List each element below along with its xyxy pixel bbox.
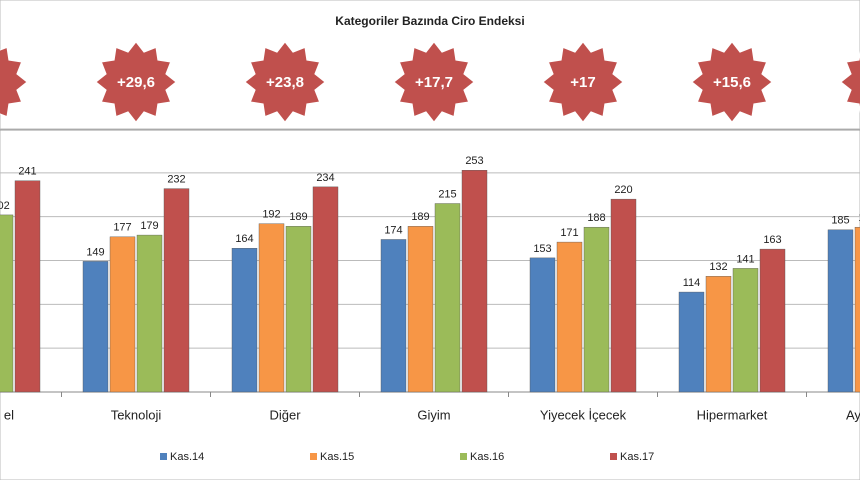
legend-label: Kas.17 (620, 451, 654, 463)
badge-label: +23,8 (266, 74, 304, 91)
data-label: 177 (113, 222, 131, 234)
data-label: 153 (533, 243, 551, 255)
bar (231, 248, 258, 393)
data-label: 164 (235, 233, 253, 245)
bar (109, 236, 136, 393)
bar (678, 291, 705, 393)
legend-swatch (310, 453, 317, 460)
x-tick-label: Yiyecek İçecek (540, 407, 627, 422)
badge-label: +17 (570, 74, 595, 91)
data-label: 189 (289, 211, 307, 223)
bar (759, 248, 786, 393)
data-label: 171 (560, 227, 578, 239)
bar (434, 203, 461, 393)
bar (827, 229, 854, 393)
x-tick-label: Ay (846, 407, 860, 422)
bar (285, 226, 312, 393)
data-label: 141 (736, 253, 754, 265)
badge (840, 50, 860, 114)
bar (0, 214, 14, 393)
data-label: 202 (0, 200, 10, 212)
badge-label: +17,7 (415, 74, 453, 91)
data-label: 174 (384, 224, 402, 236)
data-label: 179 (140, 220, 158, 232)
badge (244, 41, 326, 123)
badge-label: +15,6 (713, 74, 751, 91)
badge (0, 46, 28, 118)
badge (542, 41, 624, 123)
x-tick-label: el (4, 407, 14, 422)
data-label: 132 (709, 261, 727, 273)
legend-label: Kas.14 (170, 451, 204, 463)
legend-swatch (160, 453, 167, 460)
data-label: 185 (831, 215, 849, 227)
data-label: 232 (167, 174, 185, 186)
data-label: 215 (438, 188, 456, 200)
bar (529, 257, 556, 393)
badge (393, 41, 475, 123)
data-label: 163 (763, 234, 781, 246)
legend-swatch (610, 453, 617, 460)
bar (556, 241, 583, 393)
data-label: 189 (411, 211, 429, 223)
bar (461, 170, 488, 393)
data-label: 220 (614, 184, 632, 196)
legend-label: Kas.16 (470, 451, 504, 463)
bar (380, 239, 407, 393)
bar (732, 268, 759, 393)
data-label: 192 (262, 209, 280, 221)
x-tick-label: Giyim (417, 407, 450, 422)
bar (14, 180, 41, 393)
legend-label: Kas.15 (320, 451, 354, 463)
data-label: 188 (858, 212, 860, 224)
chart-title: Kategoriler Bazında Ciro Endeksi (335, 14, 524, 28)
data-label: 241 (18, 166, 36, 178)
x-tick-label: Diğer (269, 407, 301, 422)
data-label: 188 (587, 212, 605, 224)
bar (136, 234, 163, 393)
data-label: 114 (683, 277, 701, 289)
bar (610, 198, 637, 393)
badge (691, 41, 773, 123)
data-label: 149 (86, 246, 104, 258)
bar (407, 226, 434, 393)
badge-label: +29,6 (117, 74, 155, 91)
x-tick-label: Teknoloji (111, 407, 162, 422)
bar (854, 226, 860, 393)
bar (82, 261, 109, 393)
badge (95, 41, 177, 123)
legend-swatch (460, 453, 467, 460)
data-label: 253 (465, 155, 483, 167)
bar (258, 223, 285, 393)
data-label: 234 (316, 172, 334, 184)
bar (705, 276, 732, 393)
bar (583, 226, 610, 393)
bar (163, 188, 190, 393)
bar (312, 186, 339, 393)
x-tick-label: Hipermarket (697, 407, 768, 422)
